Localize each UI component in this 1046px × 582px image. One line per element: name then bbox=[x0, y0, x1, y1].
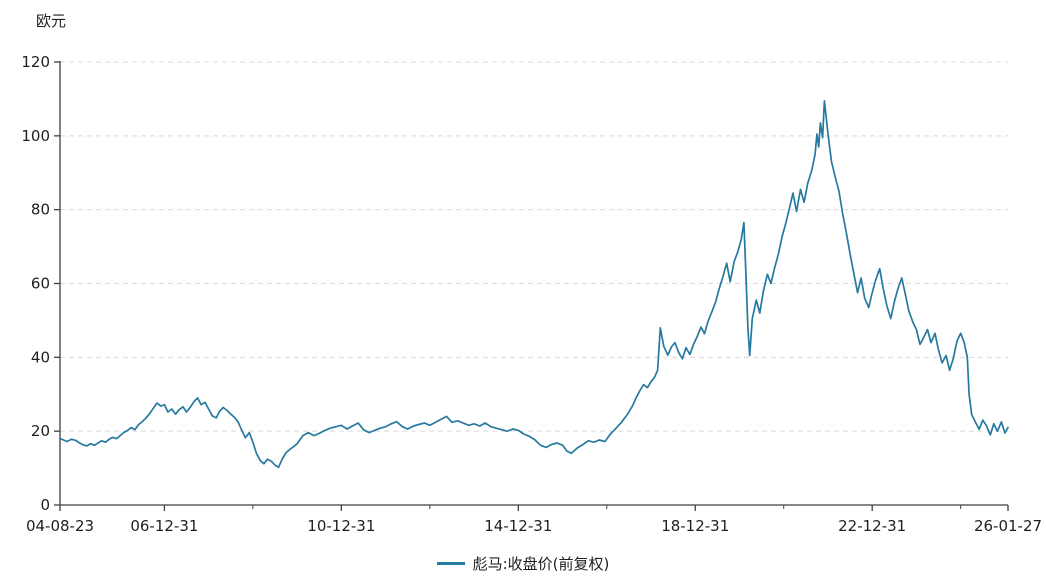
x-tick-label: 06-12-31 bbox=[130, 517, 198, 535]
price-line bbox=[59, 99, 1009, 469]
legend-label: 彪马:收盘价(前复权) bbox=[472, 555, 610, 573]
legend-line-swatch bbox=[436, 562, 465, 565]
x-tick-label: 22-12-31 bbox=[838, 517, 906, 535]
y-tick-label: 120 bbox=[21, 53, 50, 71]
y-tick-label: 80 bbox=[31, 201, 50, 219]
y-axis-unit-label: 欧元 bbox=[36, 12, 67, 30]
y-tick-label: 100 bbox=[21, 127, 50, 145]
x-tick-label: 26-01-27 bbox=[974, 517, 1042, 535]
x-tick-label: 18-12-31 bbox=[661, 517, 729, 535]
y-tick-label: 0 bbox=[40, 496, 50, 514]
y-tick-label: 20 bbox=[31, 422, 50, 440]
x-tick-label: 04-08-23 bbox=[26, 517, 94, 535]
x-tick-label: 10-12-31 bbox=[307, 517, 375, 535]
y-tick-label: 60 bbox=[31, 275, 50, 293]
y-tick-label: 40 bbox=[31, 348, 50, 366]
x-tick-label: 14-12-31 bbox=[484, 517, 552, 535]
legend: 彪马:收盘价(前复权) bbox=[0, 553, 1046, 574]
